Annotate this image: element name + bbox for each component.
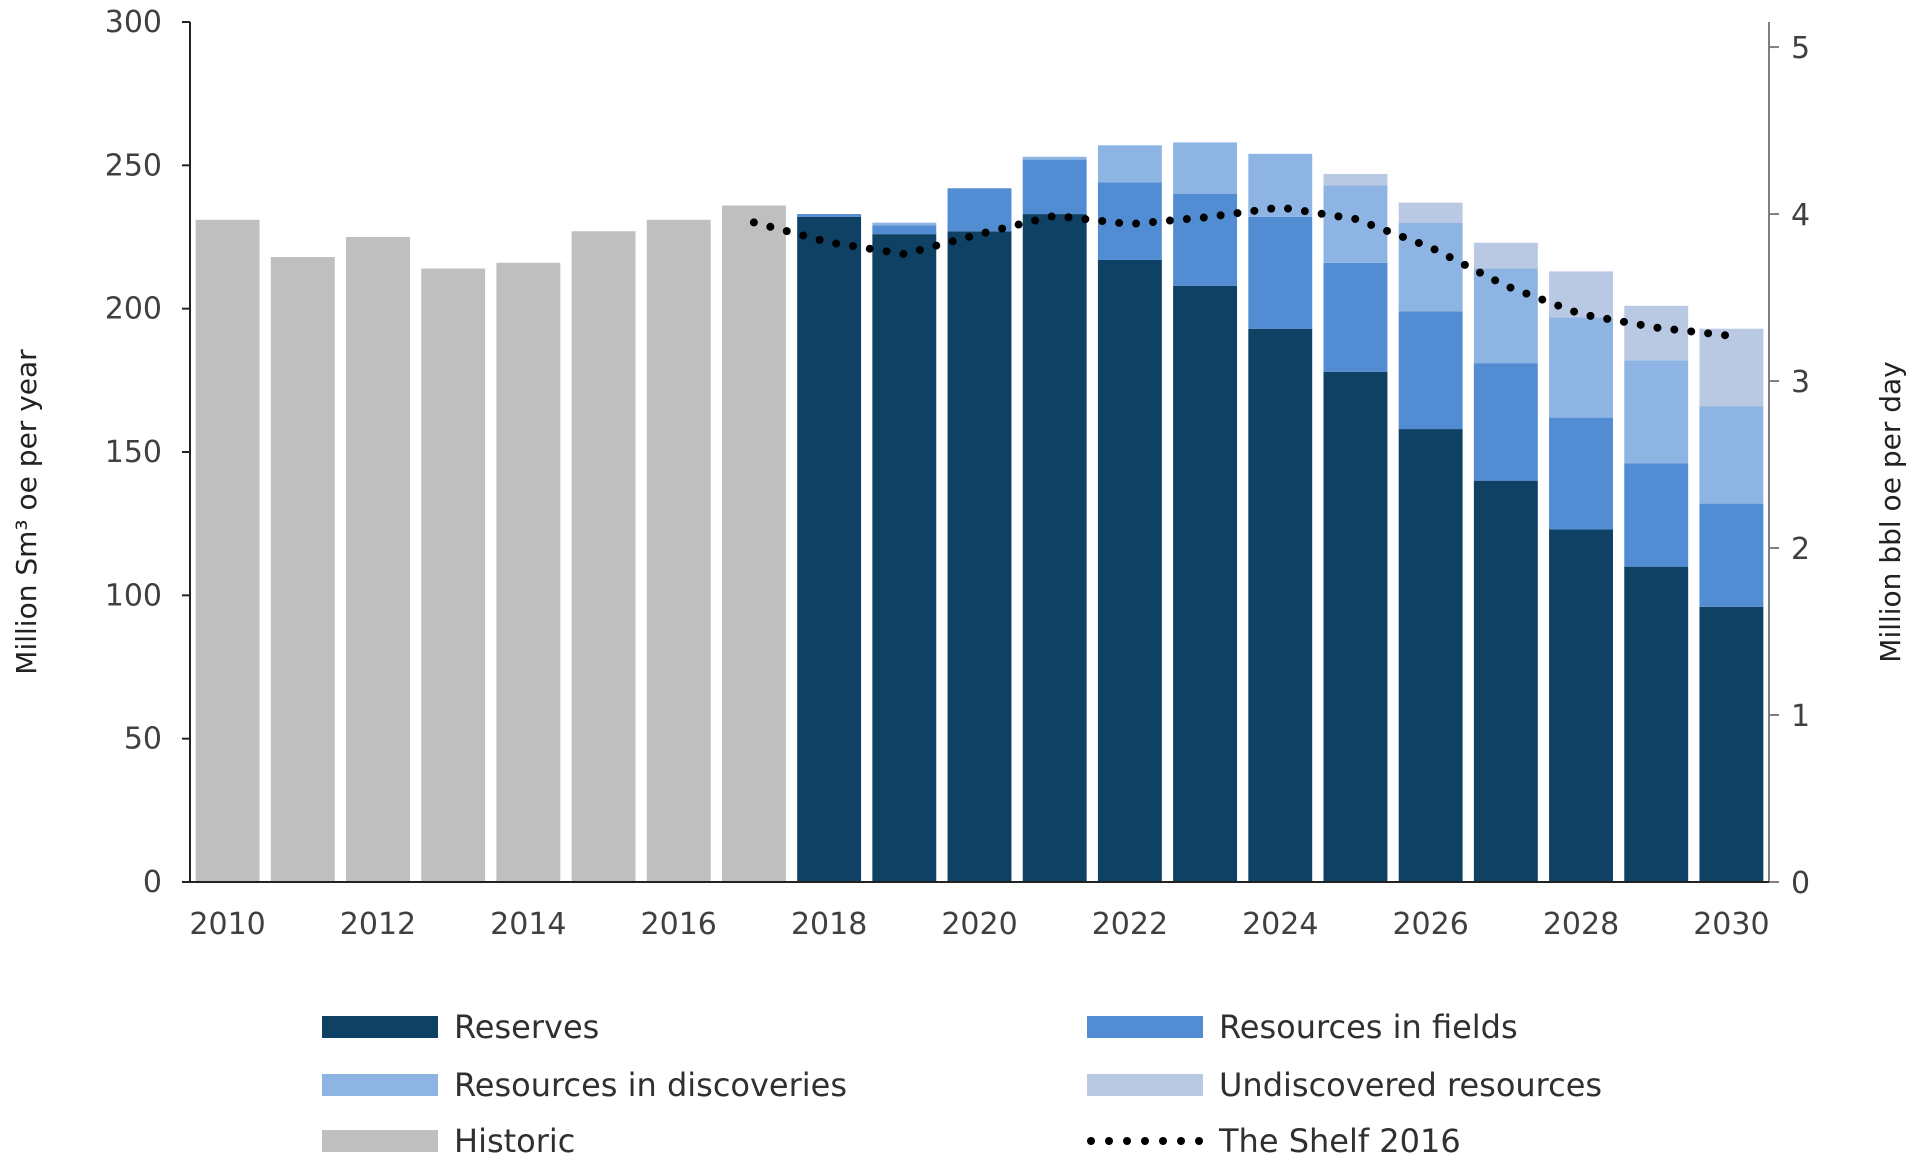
- y2-tick-label: 1: [1791, 699, 1810, 734]
- bar-reserves-2023: [1173, 285, 1238, 882]
- x-tick-label: 2030: [1693, 907, 1769, 942]
- bars-layer: [195, 142, 1764, 883]
- bar-resources-in-fields-2027: [1473, 363, 1538, 481]
- bar-resources-in-discoveries-2026: [1398, 222, 1463, 312]
- legend-label: Resources in fields: [1219, 1008, 1518, 1046]
- y-tick-label: 200: [105, 292, 162, 327]
- y-tick-label: 100: [105, 578, 162, 613]
- y2-axis-title: Million bbl oe per day: [1874, 361, 1907, 662]
- bar-reserves-2025: [1323, 371, 1388, 882]
- legend-dotted-line-icon: [1087, 1130, 1203, 1152]
- x-tick-label: 2028: [1543, 907, 1619, 942]
- chart: 0 50 100 150 200 250 300 0 1 2 3 4 5 2010 2012 2014 2016…: [10, 5, 1907, 942]
- bar-resources-in-discoveries-2024: [1248, 153, 1313, 217]
- y2-tick-label: 3: [1791, 365, 1810, 400]
- bar-reserves-2027: [1473, 480, 1538, 882]
- bar-reserves-2029: [1624, 566, 1689, 882]
- legend-item-reserves: Reserves: [322, 1008, 599, 1046]
- bar-historic-2017: [721, 205, 786, 882]
- legend-swatch-historic: [322, 1130, 438, 1152]
- bar-reserves-2030: [1699, 606, 1764, 882]
- bar-resources-in-discoveries-2028: [1549, 317, 1613, 418]
- bar-resources-in-fields-2018: [797, 214, 862, 217]
- bar-reserves-2026: [1398, 429, 1463, 882]
- bar-resources-in-fields-2026: [1398, 311, 1463, 430]
- legend-item-historic: Historic: [322, 1122, 575, 1160]
- bar-historic-2010: [195, 219, 260, 883]
- bar-historic-2011: [270, 257, 335, 883]
- y-tick-label: 0: [143, 865, 162, 900]
- bar-resources-in-fields-2024: [1248, 216, 1313, 329]
- bar-resources-in-discoveries-2027: [1473, 268, 1538, 364]
- line-the-shelf-2016: [749, 203, 1736, 340]
- legend-swatch-reserves: [322, 1016, 438, 1038]
- legend-label: Reserves: [454, 1008, 600, 1046]
- y2-tick-label: 5: [1791, 31, 1810, 66]
- shelf-2016-line: [749, 203, 1736, 340]
- bar-historic-2015: [571, 231, 636, 882]
- bar-resources-in-discoveries-2022: [1097, 145, 1162, 183]
- y-tick-label: 150: [105, 435, 162, 470]
- bar-resources-in-fields-2028: [1549, 417, 1613, 530]
- legend-swatch-undiscovered: [1087, 1074, 1203, 1096]
- bar-resources-in-discoveries-2025: [1323, 185, 1388, 263]
- axes-layer: 0 50 100 150 200 250 300 0 1 2 3 4 5 2010 2012 2014 2016…: [105, 5, 1810, 942]
- x-tick-label: 2020: [941, 907, 1017, 942]
- legend-item-resources-in-discoveries: Resources in discoveries: [322, 1066, 847, 1104]
- bar-resources-in-discoveries-2021: [1022, 156, 1087, 160]
- y2-tick-label: 0: [1791, 866, 1810, 901]
- y2-tick-label: 4: [1791, 198, 1810, 233]
- legend-label: Historic: [454, 1122, 576, 1160]
- bar-reserves-2019: [872, 234, 937, 883]
- x-tick-label: 2016: [641, 907, 717, 942]
- legend-label: Resources in discoveries: [454, 1066, 848, 1104]
- bar-reserves-2018: [797, 216, 862, 882]
- legend-item-undiscovered-resources: Undiscovered resources: [1087, 1066, 1602, 1104]
- legend-swatch-discoveries: [322, 1074, 438, 1096]
- bar-resources-in-fields-2021: [1022, 159, 1087, 215]
- bar-resources-in-fields-2029: [1624, 463, 1689, 567]
- bar-undiscovered-resources-2027: [1473, 242, 1538, 269]
- bar-undiscovered-resources-2030: [1699, 328, 1764, 407]
- x-tick-label: 2022: [1092, 907, 1168, 942]
- legend-label: The Shelf 2016: [1219, 1122, 1461, 1160]
- bar-resources-in-discoveries-2023: [1173, 142, 1238, 194]
- bar-historic-2013: [421, 268, 486, 882]
- bar-reserves-2024: [1248, 328, 1313, 882]
- x-tick-label: 2026: [1392, 907, 1468, 942]
- bar-undiscovered-resources-2026: [1398, 202, 1463, 223]
- legend-swatch-fields: [1087, 1016, 1203, 1038]
- legend-label: Undiscovered resources: [1219, 1066, 1603, 1104]
- y2-tick-label: 2: [1791, 532, 1810, 567]
- bar-reserves-2028: [1549, 529, 1613, 882]
- bar-resources-in-fields-2030: [1699, 503, 1764, 607]
- y-tick-label: 250: [105, 148, 162, 183]
- y-axis-title: Million Sm³ oe per year: [10, 349, 43, 675]
- bar-reserves-2020: [947, 231, 1012, 882]
- bar-historic-2012: [346, 237, 410, 882]
- bar-historic-2014: [496, 262, 561, 882]
- y-tick-label: 50: [124, 722, 162, 757]
- bar-resources-in-discoveries-2019: [872, 222, 937, 226]
- legend-item-the-shelf-2016: The Shelf 2016: [1087, 1122, 1461, 1160]
- x-tick-label: 2018: [791, 907, 867, 942]
- bar-reserves-2022: [1097, 259, 1162, 882]
- bar-resources-in-fields-2020: [947, 188, 1012, 232]
- bar-resources-in-fields-2025: [1323, 262, 1388, 372]
- bar-undiscovered-resources-2028: [1549, 271, 1613, 318]
- bar-undiscovered-resources-2025: [1323, 173, 1388, 186]
- legend-item-resources-in-fields: Resources in fields: [1087, 1008, 1518, 1046]
- bar-resources-in-discoveries-2030: [1699, 406, 1764, 504]
- bar-resources-in-fields-2023: [1173, 194, 1238, 286]
- x-tick-label: 2024: [1242, 907, 1318, 942]
- bar-resources-in-fields-2019: [872, 225, 937, 235]
- bar-reserves-2021: [1022, 214, 1087, 883]
- x-tick-label: 2012: [340, 907, 416, 942]
- x-tick-label: 2014: [490, 907, 566, 942]
- bar-resources-in-discoveries-2029: [1624, 360, 1689, 464]
- bar-undiscovered-resources-2029: [1624, 305, 1689, 361]
- x-tick-label: 2010: [189, 907, 265, 942]
- bar-historic-2016: [646, 219, 711, 883]
- y-tick-label: 300: [105, 5, 162, 40]
